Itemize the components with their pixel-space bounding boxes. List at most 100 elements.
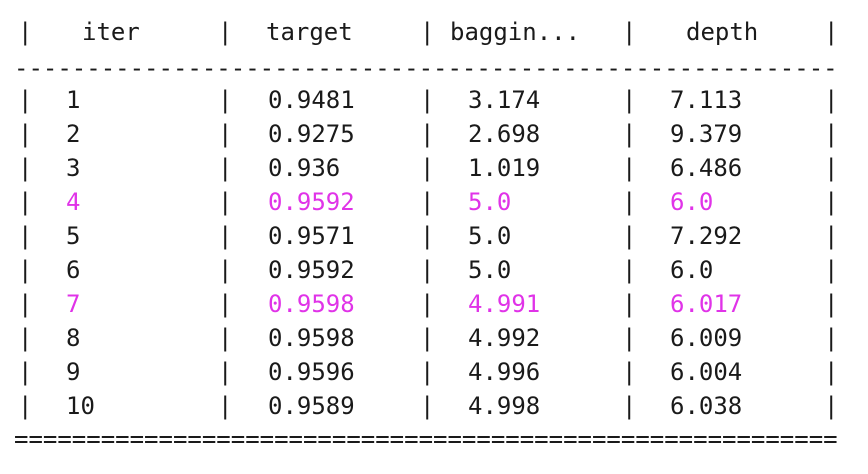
cell-bagging: 3.174	[468, 86, 541, 114]
column-separator: |	[420, 290, 435, 318]
header-bagging: baggin...	[450, 18, 581, 46]
column-separator: |	[18, 154, 33, 182]
cell-iter: 6	[66, 256, 81, 284]
column-separator: |	[824, 86, 839, 114]
cell-depth: 6.486	[670, 154, 743, 182]
column-separator: |	[218, 256, 233, 284]
header-target: target	[266, 18, 353, 46]
cell-bagging: 4.996	[468, 358, 541, 386]
column-separator: |	[218, 324, 233, 352]
cell-iter: 3	[66, 154, 81, 182]
table-row: | 9 | 0.9596 | 4.996 | 6.004 |	[0, 355, 868, 389]
footer-divider: ========================================…	[14, 427, 838, 451]
cell-iter: 9	[66, 358, 81, 386]
header-divider: ----------------------------------------…	[14, 56, 838, 80]
cell-bagging: 4.991	[468, 290, 541, 318]
cell-depth: 6.009	[670, 324, 743, 352]
cell-depth: 6.004	[670, 358, 743, 386]
column-separator: |	[824, 290, 839, 318]
column-separator: |	[622, 86, 637, 114]
column-separator: |	[218, 18, 233, 46]
column-separator: |	[420, 392, 435, 420]
cell-depth: 6.038	[670, 392, 743, 420]
table-row: | 7 | 0.9598 | 4.991 | 6.017 |	[0, 287, 868, 321]
cell-iter: 5	[66, 222, 81, 250]
cell-target: 0.9592	[268, 188, 355, 216]
column-separator: |	[622, 188, 637, 216]
column-separator: |	[824, 256, 839, 284]
table-row: | 10 | 0.9589 | 4.998 | 6.038 |	[0, 389, 868, 423]
cell-iter: 1	[66, 86, 81, 114]
column-separator: |	[622, 154, 637, 182]
column-separator: |	[622, 358, 637, 386]
column-separator: |	[218, 86, 233, 114]
column-separator: |	[218, 120, 233, 148]
column-separator: |	[420, 86, 435, 114]
cell-target: 0.9589	[268, 392, 355, 420]
column-separator: |	[18, 324, 33, 352]
cell-iter: 10	[66, 392, 95, 420]
cell-depth: 6.0	[670, 188, 714, 216]
cell-target: 0.9598	[268, 290, 355, 318]
table-row: | 5 | 0.9571 | 5.0 | 7.292 |	[0, 219, 868, 253]
column-separator: |	[420, 324, 435, 352]
column-separator: |	[824, 120, 839, 148]
cell-target: 0.9592	[268, 256, 355, 284]
cell-bagging: 1.019	[468, 154, 541, 182]
column-separator: |	[18, 392, 33, 420]
column-separator: |	[622, 120, 637, 148]
table-row: | 2 | 0.9275 | 2.698 | 9.379 |	[0, 117, 868, 151]
cell-target: 0.936	[268, 154, 341, 182]
column-separator: |	[622, 222, 637, 250]
column-separator: |	[218, 188, 233, 216]
cell-target: 0.9598	[268, 324, 355, 352]
cell-depth: 7.292	[670, 222, 743, 250]
column-separator: |	[824, 154, 839, 182]
column-separator: |	[18, 222, 33, 250]
column-separator: |	[622, 324, 637, 352]
cell-iter: 8	[66, 324, 81, 352]
column-separator: |	[420, 358, 435, 386]
cell-bagging: 4.998	[468, 392, 541, 420]
cell-iter: 7	[66, 290, 81, 318]
column-separator: |	[824, 188, 839, 216]
column-separator: |	[420, 256, 435, 284]
cell-depth: 9.379	[670, 120, 743, 148]
column-separator: |	[218, 358, 233, 386]
table-row: | 4 | 0.9592 | 5.0 | 6.0 |	[0, 185, 868, 219]
column-separator: |	[18, 188, 33, 216]
column-separator: |	[420, 222, 435, 250]
header-iter: iter	[82, 18, 140, 46]
column-separator: |	[18, 120, 33, 148]
column-separator: |	[420, 154, 435, 182]
cell-bagging: 5.0	[468, 188, 512, 216]
column-separator: |	[420, 18, 435, 46]
column-separator: |	[18, 86, 33, 114]
cell-depth: 6.017	[670, 290, 743, 318]
cell-bagging: 5.0	[468, 222, 512, 250]
column-separator: |	[18, 18, 33, 46]
header-depth: depth	[686, 18, 759, 46]
cell-iter: 4	[66, 188, 81, 216]
column-separator: |	[622, 256, 637, 284]
cell-bagging: 2.698	[468, 120, 541, 148]
column-separator: |	[420, 188, 435, 216]
table-row: | 1 | 0.9481 | 3.174 | 7.113 |	[0, 83, 868, 117]
cell-target: 0.9596	[268, 358, 355, 386]
column-separator: |	[824, 358, 839, 386]
column-separator: |	[622, 290, 637, 318]
column-separator: |	[218, 222, 233, 250]
column-separator: |	[622, 18, 637, 46]
column-separator: |	[218, 154, 233, 182]
table-row: | 6 | 0.9592 | 5.0 | 6.0 |	[0, 253, 868, 287]
column-separator: |	[824, 222, 839, 250]
cell-target: 0.9571	[268, 222, 355, 250]
cell-iter: 2	[66, 120, 81, 148]
column-separator: |	[218, 290, 233, 318]
column-separator: |	[18, 256, 33, 284]
cell-target: 0.9481	[268, 86, 355, 114]
cell-bagging: 5.0	[468, 256, 512, 284]
column-separator: |	[622, 392, 637, 420]
cell-depth: 6.0	[670, 256, 714, 284]
